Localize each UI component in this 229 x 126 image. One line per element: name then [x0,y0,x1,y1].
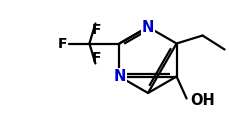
Text: N: N [141,20,153,35]
Text: F: F [58,37,67,51]
Text: OH: OH [190,93,214,108]
Text: F: F [91,51,101,65]
Text: F: F [91,23,101,37]
Text: N: N [113,69,125,84]
